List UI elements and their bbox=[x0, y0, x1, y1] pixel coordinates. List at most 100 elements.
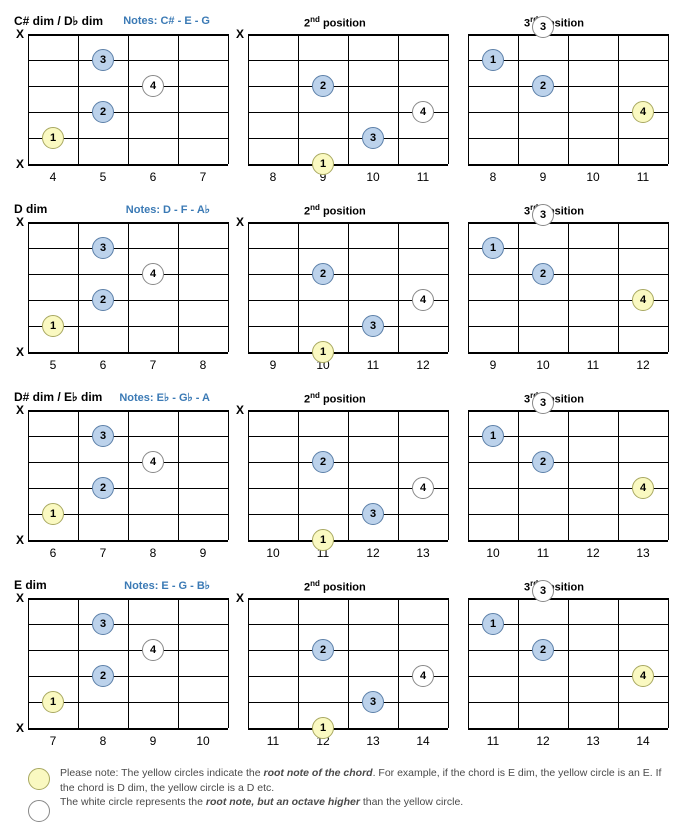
fret-grid: X bbox=[248, 598, 448, 728]
string-line bbox=[248, 540, 448, 542]
finger-dot: 3 bbox=[532, 16, 554, 38]
finger-dot: 3 bbox=[92, 49, 114, 71]
fret-number-row: 10111213 bbox=[248, 546, 448, 560]
diagram-header: 3rd position bbox=[454, 14, 668, 32]
finger-dot: 2 bbox=[312, 75, 334, 97]
finger-dot: 3 bbox=[92, 425, 114, 447]
fret-number: 7 bbox=[128, 358, 178, 372]
fret-line bbox=[668, 222, 669, 352]
fret-line bbox=[248, 598, 249, 728]
chord-name-label: D dim bbox=[14, 202, 47, 216]
fretboard-area: 3124 bbox=[468, 34, 668, 164]
legend-block: Please note: The yellow circles indicate… bbox=[14, 766, 667, 810]
fretboard-area: 3124 bbox=[468, 222, 668, 352]
fret-line bbox=[468, 34, 469, 164]
fret-line bbox=[228, 598, 229, 728]
legend-yellow-dot bbox=[28, 768, 50, 790]
fret-number: 12 bbox=[348, 546, 398, 560]
diagram-header: 2nd position bbox=[234, 14, 448, 32]
fretboard-area: X1234 bbox=[248, 410, 448, 540]
string-line bbox=[468, 540, 668, 542]
finger-dot: 4 bbox=[412, 665, 434, 687]
fret-line bbox=[398, 410, 399, 540]
fret-line bbox=[618, 34, 619, 164]
finger-dot: 4 bbox=[412, 101, 434, 123]
fret-line bbox=[78, 410, 79, 540]
fret-line bbox=[78, 222, 79, 352]
fret-line bbox=[618, 598, 619, 728]
fret-line bbox=[28, 34, 29, 164]
muted-string-x: X bbox=[234, 403, 246, 417]
fret-grid: X bbox=[248, 410, 448, 540]
finger-dot: 3 bbox=[532, 204, 554, 226]
finger-dot: 1 bbox=[42, 503, 64, 525]
fret-number: 10 bbox=[348, 170, 398, 184]
string-line bbox=[248, 352, 448, 354]
chord-diagram: E dimNotes: E - G - B♭XX123478910 bbox=[14, 578, 228, 748]
diagram-header: 2nd position bbox=[234, 390, 448, 408]
fret-line bbox=[128, 222, 129, 352]
fret-number: 13 bbox=[348, 734, 398, 748]
muted-string-x: X bbox=[14, 345, 26, 359]
fret-number: 11 bbox=[248, 734, 298, 748]
finger-dot: 4 bbox=[412, 477, 434, 499]
fret-line bbox=[618, 410, 619, 540]
fret-line bbox=[448, 598, 449, 728]
fret-line bbox=[618, 222, 619, 352]
finger-dot: 4 bbox=[632, 665, 654, 687]
fret-number: 6 bbox=[28, 546, 78, 560]
fret-number: 12 bbox=[518, 734, 568, 748]
fret-line bbox=[128, 410, 129, 540]
finger-dot: 2 bbox=[532, 639, 554, 661]
fret-number: 11 bbox=[568, 358, 618, 372]
fret-line bbox=[78, 598, 79, 728]
finger-dot: 3 bbox=[362, 315, 384, 337]
finger-dot: 1 bbox=[312, 341, 334, 363]
fretboard-area: XX1234 bbox=[28, 34, 228, 164]
fret-number: 7 bbox=[178, 170, 228, 184]
finger-dot: 2 bbox=[92, 477, 114, 499]
finger-dot: 1 bbox=[312, 529, 334, 551]
muted-string-x: X bbox=[14, 157, 26, 171]
fret-number: 4 bbox=[28, 170, 78, 184]
fret-line bbox=[468, 222, 469, 352]
fret-line bbox=[128, 34, 129, 164]
finger-dot: 3 bbox=[362, 691, 384, 713]
chord-row: D# dim / E♭ dimNotes: E♭ - G♭ - AXX12346… bbox=[14, 390, 667, 560]
fret-line bbox=[248, 34, 249, 164]
chord-diagram: 3rd position312411121314 bbox=[454, 578, 668, 748]
string-line bbox=[468, 728, 668, 730]
fret-line bbox=[518, 34, 519, 164]
string-line bbox=[468, 164, 668, 166]
finger-dot: 1 bbox=[482, 425, 504, 447]
string-line bbox=[248, 728, 448, 730]
diagram-header: 3rd position bbox=[454, 202, 668, 220]
fret-number: 6 bbox=[78, 358, 128, 372]
finger-dot: 1 bbox=[482, 237, 504, 259]
finger-dot: 2 bbox=[532, 263, 554, 285]
fret-line bbox=[178, 598, 179, 728]
fret-line bbox=[178, 410, 179, 540]
fret-number: 8 bbox=[248, 170, 298, 184]
legend-line-1: Please note: The yellow circles indicate… bbox=[60, 766, 667, 795]
chord-diagram: C# dim / D♭ dimNotes: C# - E - GXX123445… bbox=[14, 14, 228, 184]
fretboard-area: XX1234 bbox=[28, 598, 228, 728]
string-line bbox=[248, 164, 448, 166]
fret-number: 14 bbox=[618, 734, 668, 748]
fret-number: 11 bbox=[618, 170, 668, 184]
fretboard-area: XX1234 bbox=[28, 410, 228, 540]
fret-line bbox=[668, 34, 669, 164]
fret-line bbox=[248, 222, 249, 352]
chord-diagram: 3rd position31249101112 bbox=[454, 202, 668, 372]
fret-number: 6 bbox=[128, 170, 178, 184]
fret-number-row: 891011 bbox=[248, 170, 448, 184]
muted-string-x: X bbox=[14, 403, 26, 417]
fret-number: 9 bbox=[468, 358, 518, 372]
finger-dot: 4 bbox=[142, 263, 164, 285]
string-line bbox=[28, 352, 228, 354]
fret-number-row: 11121314 bbox=[468, 734, 668, 748]
finger-dot: 3 bbox=[92, 613, 114, 635]
finger-dot: 4 bbox=[632, 477, 654, 499]
fret-line bbox=[568, 598, 569, 728]
muted-string-x: X bbox=[14, 721, 26, 735]
